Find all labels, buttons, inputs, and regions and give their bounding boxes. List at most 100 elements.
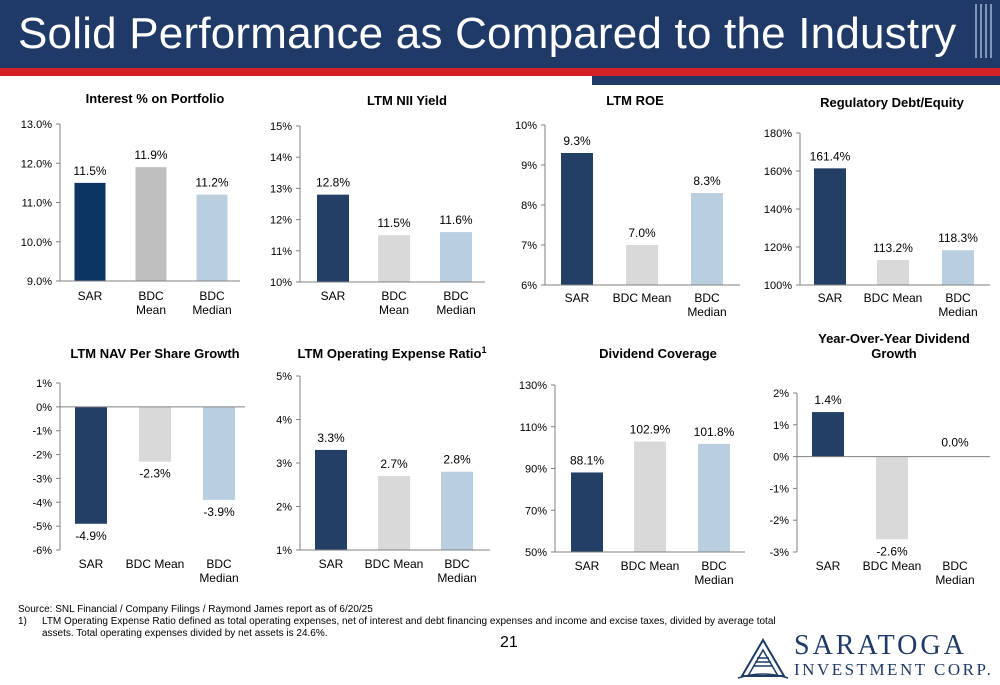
source-note: Source: SNL Financial / Company Filings … xyxy=(18,604,373,615)
roe-chart-title: LTM ROE xyxy=(606,93,664,108)
opex-category-label-2: BDC Median xyxy=(437,557,476,585)
slide-title: Solid Performance as Compared to the Ind… xyxy=(18,9,957,58)
nav-chart-title: LTM NAV Per Share Growth xyxy=(70,346,239,361)
nii-category-label-2: BDC Median xyxy=(436,289,475,317)
debt-bar-1 xyxy=(877,259,909,285)
racetrack-logo-icon xyxy=(737,638,789,679)
divgrowth-y-tick-label: -2% xyxy=(769,515,789,527)
opex-y-tick-label: 5% xyxy=(276,371,292,383)
coverage-y-tick-label: 70% xyxy=(525,505,547,517)
roe-bar-1 xyxy=(626,245,658,285)
footnote: 1) LTM Operating Expense Ratio defined a… xyxy=(18,616,778,640)
coverage-y-tick-label: 50% xyxy=(525,547,547,559)
debt-y-tick-label: 180% xyxy=(764,128,792,140)
interest-data-label-0: 11.5% xyxy=(73,164,106,178)
nii-bar-2 xyxy=(440,232,472,282)
debt-chart-title: Regulatory Debt/Equity xyxy=(820,95,965,110)
footer-notes: Source: SNL Financial / Company Filings … xyxy=(18,604,778,640)
roe-bar-0 xyxy=(561,153,593,285)
roe-y-tick-label: 10% xyxy=(515,120,537,132)
nav-bar-2 xyxy=(203,406,235,500)
divgrowth-y-tick-label: 0% xyxy=(773,452,789,464)
nav-bar-0 xyxy=(75,406,107,524)
debt-y-tick-label: 160% xyxy=(764,166,792,178)
debt-y-tick-label: 120% xyxy=(764,242,792,254)
nii-y-tick-label: 13% xyxy=(270,183,292,195)
interest-bar-0 xyxy=(74,182,106,281)
interest-bar-1 xyxy=(135,167,167,281)
footnote-text: LTM Operating Expense Ratio defined as t… xyxy=(42,616,776,639)
page-number: 21 xyxy=(500,634,518,651)
roe-category-label-1: BDC Mean xyxy=(613,291,672,305)
roe-data-label-0: 9.3% xyxy=(563,134,591,148)
opex-chart-title: LTM Operating Expense Ratio1 xyxy=(298,345,487,361)
nii-y-tick-label: 15% xyxy=(270,121,292,133)
coverage-chart-title: Dividend Coverage xyxy=(599,346,717,361)
coverage-bar-1 xyxy=(634,441,666,552)
divgrowth-data-label-0: 1.4% xyxy=(814,393,842,407)
divgrowth-bar-1 xyxy=(876,456,908,540)
roe-y-tick-label: 6% xyxy=(521,280,537,292)
coverage-data-label-0: 88.1% xyxy=(570,453,604,467)
roe-y-tick-label: 8% xyxy=(521,200,537,212)
debt-data-label-2: 118.3% xyxy=(938,231,978,245)
header-navy-strip xyxy=(0,76,1000,85)
opex-data-label-2: 2.8% xyxy=(443,453,471,467)
divgrowth-y-tick-label: 2% xyxy=(773,388,789,400)
nii-data-label-2: 11.6% xyxy=(439,213,472,227)
divgrowth-category-label-0: SAR xyxy=(816,559,841,573)
interest-chart-title: Interest % on Portfolio xyxy=(86,91,225,106)
nav-y-tick-label: -2% xyxy=(32,450,52,462)
logo-name: SARATOGA xyxy=(794,630,967,661)
interest-category-label-1: BDC Mean xyxy=(136,289,166,317)
roe-data-label-2: 8.3% xyxy=(693,174,721,188)
coverage-y-tick-label: 110% xyxy=(520,422,548,434)
nav-data-label-2: -3.9% xyxy=(203,505,235,519)
interest-y-tick-label: 9.0% xyxy=(27,276,52,288)
nav-y-tick-label: -5% xyxy=(32,521,52,533)
debt-category-label-0: SAR xyxy=(818,291,843,305)
nii-bar-0 xyxy=(317,194,349,282)
opex-data-label-1: 2.7% xyxy=(380,457,408,471)
coverage-category-label-0: SAR xyxy=(575,559,600,573)
nav-y-tick-label: -3% xyxy=(32,473,52,485)
nii-y-tick-label: 14% xyxy=(270,152,292,164)
coverage-data-label-2: 101.8% xyxy=(694,425,735,439)
coverage-bar-0 xyxy=(571,472,603,552)
opex-bar-0 xyxy=(315,449,347,550)
opex-y-tick-label: 1% xyxy=(276,545,292,557)
debt-data-label-0: 161.4% xyxy=(810,149,851,163)
nii-chart-title: LTM NII Yield xyxy=(367,93,447,108)
nav-y-tick-label: 1% xyxy=(36,378,52,390)
nav-y-tick-label: 0% xyxy=(36,402,52,414)
footnote-number: 1) xyxy=(18,616,27,627)
opex-data-label-0: 3.3% xyxy=(317,431,345,445)
interest-bar-2 xyxy=(196,194,228,281)
roe-category-label-2: BDC Median xyxy=(687,291,726,319)
divgrowth-chart-title: Year-Over-Year Dividend Growth xyxy=(818,331,970,361)
interest-y-tick-label: 10.0% xyxy=(21,237,52,249)
interest-category-label-0: SAR xyxy=(78,289,103,303)
divgrowth-y-tick-label: -3% xyxy=(769,547,789,559)
header-banner: Solid Performance as Compared to the Ind… xyxy=(0,0,1000,68)
nii-category-label-0: SAR xyxy=(321,289,346,303)
opex-bar-1 xyxy=(378,476,410,550)
nii-category-label-1: BDC Mean xyxy=(379,289,409,317)
debt-category-label-2: BDC Median xyxy=(938,291,977,319)
interest-y-tick-label: 11.0% xyxy=(22,198,53,210)
nav-bar-1 xyxy=(139,406,171,462)
opex-y-tick-label: 3% xyxy=(276,458,292,470)
debt-y-tick-label: 100% xyxy=(764,280,792,292)
nav-category-label-1: BDC Mean xyxy=(126,557,185,571)
divgrowth-data-label-2: 0.0% xyxy=(941,436,969,450)
coverage-category-label-1: BDC Mean xyxy=(621,559,680,573)
saratoga-logo: SARATOGA INVESTMENT CORP. xyxy=(736,630,998,682)
divgrowth-data-label-1: -2.6% xyxy=(876,544,908,558)
nav-y-tick-label: -4% xyxy=(32,497,52,509)
divgrowth-category-label-2: BDC Median xyxy=(935,559,974,587)
divgrowth-bar-0 xyxy=(812,412,844,457)
opex-bar-2 xyxy=(441,471,473,550)
nii-y-tick-label: 12% xyxy=(270,215,292,227)
interest-y-tick-label: 13.0% xyxy=(21,119,52,131)
